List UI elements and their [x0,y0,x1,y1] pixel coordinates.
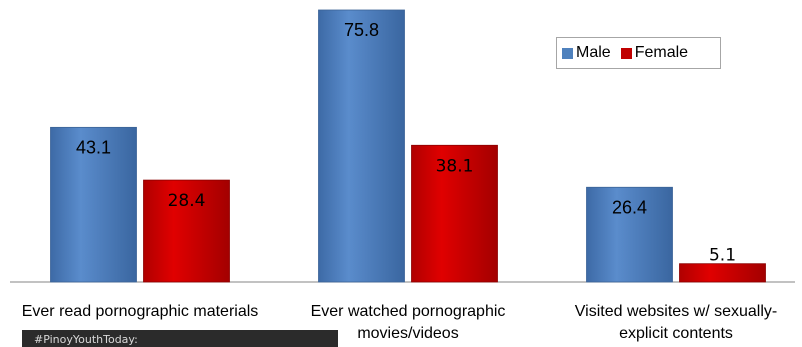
legend-item-male: Male [562,44,611,62]
bar-male-0 [50,126,137,283]
bar-female-0 [143,179,230,283]
data-label-male-1: 75.8 [344,20,379,40]
x-tick-label-1: Ever watched pornographic movies/videos [311,303,506,342]
legend-item-female: Female [620,44,689,62]
legend: Male Female [556,37,721,69]
bar-male-2 [586,186,673,283]
x-tick-label-0: Ever read pornographic materials [22,303,259,320]
x-tick-label-2-line-0: Visited websites w/ sexually- [575,303,777,320]
bar-female-2 [679,263,766,283]
x-tick-label-2: Visited websites w/ sexually-explicit co… [575,303,777,342]
x-tick-label-1-line-0: Ever watched pornographic [311,303,506,320]
footer-bar: #PinoyYouthToday: [22,330,338,347]
legend-label-male: Male [576,44,611,61]
bar-female-1 [411,144,498,283]
data-label-female-1: 38.1 [436,156,474,176]
footer-text: #PinoyYouthToday: [34,333,138,346]
data-label-male-0: 43.1 [76,137,111,157]
data-label-male-2: 26.4 [612,197,647,217]
x-tick-label-1-line-1: movies/videos [357,325,458,342]
legend-swatch-female [620,47,632,59]
data-label-female-2: 5.1 [709,246,736,266]
x-tick-label-0-line-0: Ever read pornographic materials [22,303,259,320]
x-tick-label-2-line-1: explicit contents [619,325,733,342]
bar-male-1 [318,9,405,283]
legend-label-female: Female [634,44,689,61]
legend-swatch-male [562,47,573,59]
data-label-female-0: 28.4 [168,191,206,211]
